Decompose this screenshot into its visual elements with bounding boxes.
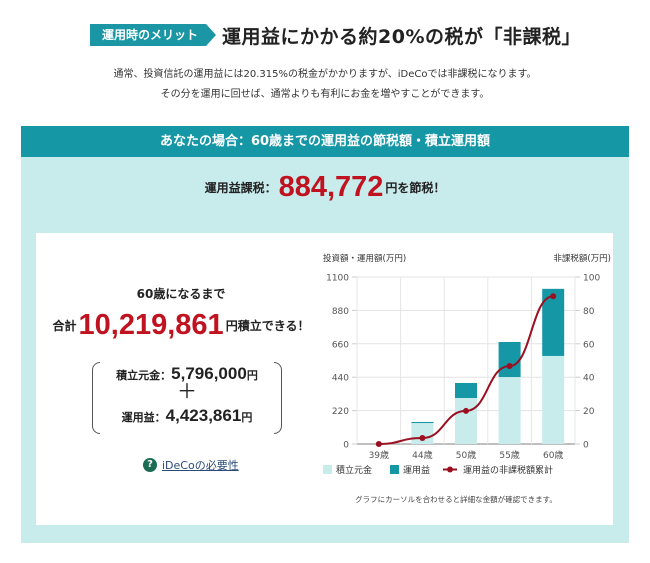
- x-tick-label: 55歳: [499, 449, 519, 461]
- left-tick-label: 880: [332, 307, 349, 317]
- total-prefix: 合計: [52, 319, 77, 333]
- line-point[interactable]: [463, 407, 469, 414]
- intro-text: 通常、投資信託の運用益には20.315%の税金がかかりますが、iDeCoでは非課…: [0, 65, 650, 105]
- intro-line-2: その分を運用に回せば、通常よりも有利にお金を増やすことができます。: [160, 89, 490, 100]
- right-tick-label: 80: [583, 307, 595, 317]
- bar-gain[interactable]: [411, 421, 434, 424]
- result-panel: あなたの場合：60歳までの運用益の節税額・積立運用額 運用益課税：884,772…: [21, 126, 629, 543]
- tax-suffix: 円を節税！: [385, 181, 446, 195]
- left-tick-label: 660: [332, 340, 349, 350]
- left-axis-title: 投資額・運用額(万円): [323, 253, 406, 264]
- legend-label-gain: 運用益: [403, 464, 430, 476]
- ideco-help-link[interactable]: ? iDeCoの必要性: [143, 457, 239, 473]
- legend-swatch-gain: [390, 465, 399, 474]
- legend-dot-icon: [447, 466, 453, 473]
- panel-header: あなたの場合：60歳までの運用益の節税額・積立運用額: [21, 126, 629, 157]
- tax-free-line: [378, 295, 554, 445]
- bar-gain[interactable]: [542, 288, 565, 356]
- legend-label-principal: 積立元金: [336, 464, 372, 476]
- chart-area[interactable]: 投資額・運用額(万円) 非課税額(万円) 0 220 440 660 880 1100 0 20 4…: [299, 233, 613, 525]
- line-point[interactable]: [550, 293, 557, 300]
- total-line: 合計10,219,861 円積立できる！: [36, 309, 326, 342]
- left-tick-label: 1100: [326, 274, 349, 284]
- gain-unit: 円: [241, 411, 253, 424]
- until-age-label: 60歳になるまで: [136, 287, 226, 301]
- left-tick-label: 440: [332, 374, 349, 384]
- left-tick-label: 220: [332, 407, 349, 417]
- bar-gain[interactable]: [498, 341, 521, 378]
- principal-amount: 5,796,000: [171, 364, 247, 383]
- headline: 運用時のメリット 運用益にかかる約20%の税が「非課税」: [90, 22, 581, 48]
- line-point[interactable]: [375, 441, 382, 447]
- summary-section: 60歳になるまで 合計10,219,861 円積立できる！ 積立元金：5,796,…: [36, 233, 326, 525]
- tax-amount: 884,772: [278, 171, 384, 203]
- legend-label-taxfree: 運用益の非課税額累計: [463, 464, 553, 476]
- total-suffix: 円積立できる！: [225, 319, 310, 333]
- right-tick-label: 0: [583, 441, 589, 451]
- chart-svg[interactable]: 投資額・運用額(万円) 非課税額(万円) 0 220 440 660 880 1100 0 20 4…: [299, 233, 613, 493]
- line-point[interactable]: [506, 363, 513, 370]
- tax-savings-line: 運用益課税：884,772 円を節税！: [21, 171, 629, 204]
- principal-row: 積立元金：5,796,000円: [92, 364, 282, 384]
- tax-prefix: 運用益課税：: [204, 181, 277, 195]
- x-tick-label: 39歳: [369, 449, 389, 461]
- gain-label: 運用益：: [121, 411, 166, 424]
- x-tick-label: 60歳: [543, 449, 563, 461]
- help-link-text[interactable]: iDeCoの必要性: [162, 459, 239, 472]
- bar-principal[interactable]: [455, 397, 477, 444]
- right-tick-label: 100: [583, 274, 600, 284]
- x-tick-label: 50歳: [456, 449, 476, 461]
- chart-note: グラフにカーソルを合わせると詳細な金額が確認できます。: [355, 495, 557, 504]
- bar-gain[interactable]: [455, 382, 477, 398]
- result-card: 60歳になるまで 合計10,219,861 円積立できる！ 積立元金：5,796,…: [36, 233, 613, 525]
- principal-label: 積立元金：: [116, 369, 172, 382]
- right-tick-label: 60: [583, 340, 595, 350]
- gain-row: 運用益：4,423,861円: [92, 406, 282, 426]
- bar-principal[interactable]: [498, 377, 521, 444]
- line-point[interactable]: [419, 434, 426, 441]
- total-amount: 10,219,861: [78, 309, 224, 341]
- principal-unit: 円: [246, 369, 258, 382]
- x-tick-label: 44歳: [412, 449, 432, 461]
- breakdown-box: 積立元金：5,796,000円 ＋ 運用益：4,423,861円: [92, 362, 282, 434]
- question-icon: ?: [143, 458, 157, 472]
- headline-title: 運用益にかかる約20%の税が「非課税」: [222, 25, 581, 48]
- right-tick-label: 40: [583, 374, 595, 384]
- right-axis-title: 非課税額(万円): [553, 253, 611, 264]
- gain-amount: 4,423,861: [165, 406, 242, 425]
- merit-badge: 運用時のメリット: [90, 24, 217, 46]
- legend-swatch-principal: [323, 465, 332, 474]
- plus-sign: ＋: [177, 379, 197, 403]
- left-tick-label: 0: [343, 441, 349, 451]
- right-tick-label: 20: [583, 407, 595, 417]
- bar-principal[interactable]: [542, 355, 565, 444]
- intro-line-1: 通常、投資信託の運用益には20.315%の税金がかかりますが、iDeCoでは非課…: [113, 69, 537, 80]
